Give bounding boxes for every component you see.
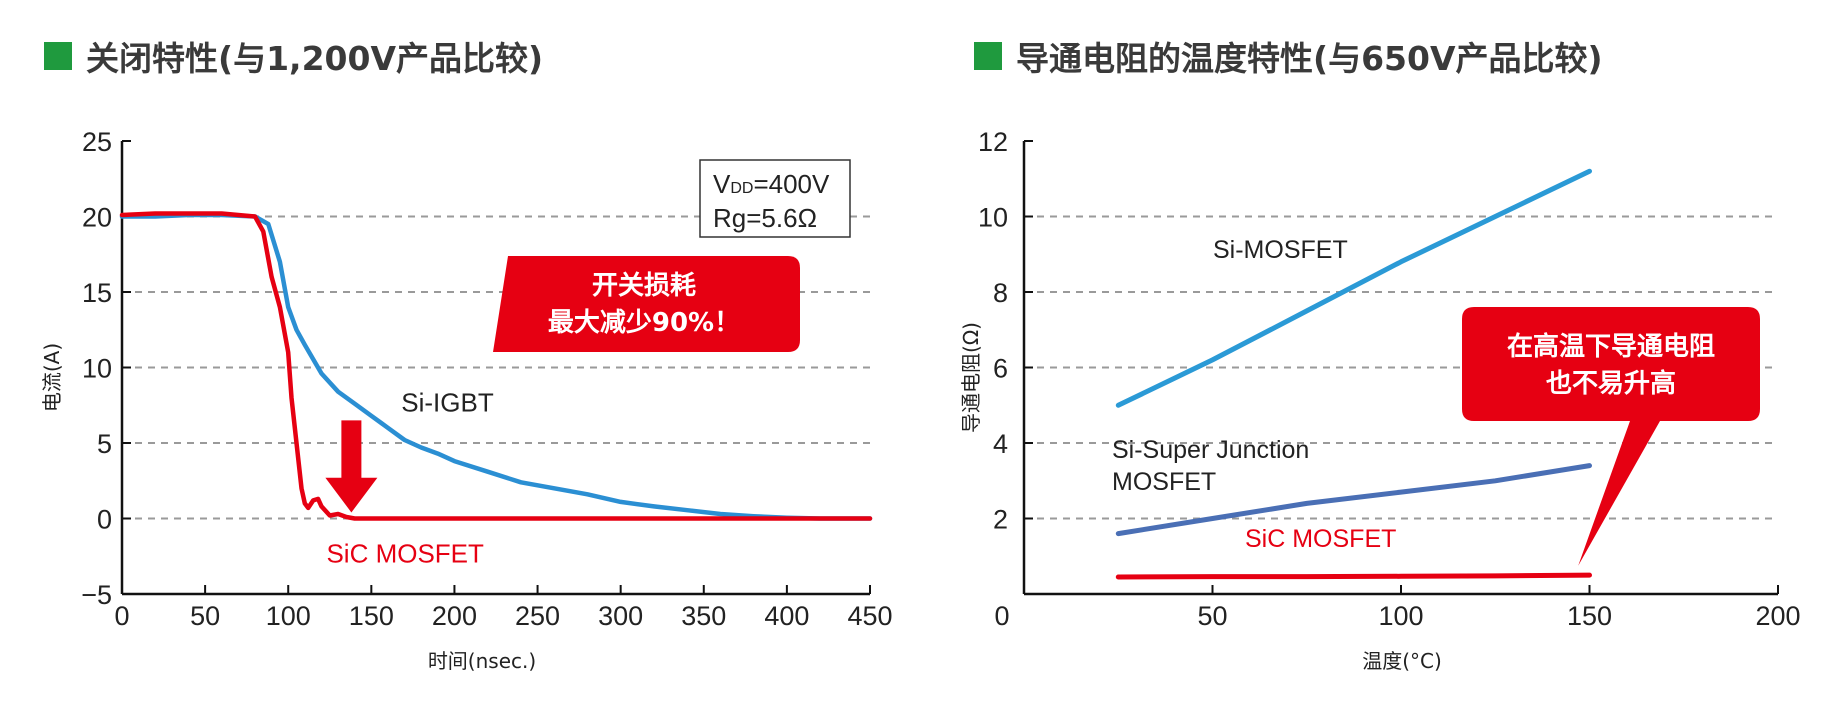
x-tick-label: 50 <box>190 601 220 631</box>
x-tick-label: 50 <box>1197 601 1227 631</box>
x-tick-label: 100 <box>1378 601 1423 631</box>
callout-line-1: 在高温下导通电阻 <box>1507 331 1715 362</box>
y-tick-label: 25 <box>82 127 112 157</box>
y-tick-label: 10 <box>978 203 1008 233</box>
x-axis-title: 温度(°C) <box>1362 649 1442 673</box>
x-tick-label: 200 <box>432 601 477 631</box>
y-tick-label: 10 <box>82 354 112 384</box>
series-label-sj-line2: MOSFET <box>1112 468 1216 496</box>
x-tick-label: 150 <box>1567 601 1612 631</box>
x-axis-title: 时间(nsec.) <box>428 649 536 673</box>
y-tick-label: 2 <box>993 505 1008 535</box>
y-tick-label: 6 <box>993 354 1008 384</box>
y-tick-label: 20 <box>82 203 112 233</box>
y-tick-label: 8 <box>993 278 1008 308</box>
series-label-si-igbt: Si-IGBT <box>401 387 494 417</box>
x-tick-label: 0 <box>114 601 129 631</box>
conditions-box <box>699 159 851 238</box>
y-tick-label: 12 <box>978 127 1008 157</box>
x-tick-label: 150 <box>349 601 394 631</box>
green-square-icon <box>44 42 72 70</box>
series-label-sic-mosfet: SiC MOSFET <box>326 538 484 568</box>
callout-line-2: 也不易升高 <box>1546 368 1676 399</box>
series-line-sic-mosfet <box>119 211 873 521</box>
y-tick-label: 5 <box>97 429 112 459</box>
y-tick-label: −5 <box>81 580 112 610</box>
x-tick-label: 100 <box>266 601 311 631</box>
x-tick-label: 200 <box>1755 601 1800 631</box>
chart1-title: 关闭特性(与1,200V产品比较) <box>44 32 543 80</box>
callout-line-1: 开关损耗 <box>592 271 696 301</box>
x-tick-label: 300 <box>598 601 643 631</box>
green-square-icon <box>974 42 1002 70</box>
conditions-rg: Rg=5.6Ω <box>713 203 817 233</box>
y-tick-label: 15 <box>82 278 112 308</box>
y-tick-label: 4 <box>993 429 1008 459</box>
x-tick-label: 450 <box>847 601 892 631</box>
series-line-si-super-junction-mosfet <box>1115 463 1592 537</box>
series-line-si-mosfet <box>1115 168 1592 408</box>
callout-high-temp <box>1462 307 1760 566</box>
series-label-si-mosfet: Si-MOSFET <box>1213 236 1348 264</box>
chart2-title-text: 导通电阻的温度特性(与650V产品比较) <box>1016 39 1603 78</box>
x-tick-label: 250 <box>515 601 560 631</box>
chart1-title-text: 关闭特性(与1,200V产品比较) <box>86 39 544 78</box>
series-label-sic-mosfet: SiC MOSFET <box>1245 525 1396 553</box>
conditions-vdd: VDD=400V <box>713 169 830 199</box>
series-line-si-igbt <box>119 212 873 521</box>
callout-switching-loss <box>493 256 800 352</box>
callout-line-2: 最大减少90%！ <box>548 308 740 338</box>
x-tick-label: 0 <box>994 601 1009 631</box>
down-arrow-icon <box>325 420 378 513</box>
chart2-title: 导通电阻的温度特性(与650V产品比较) <box>974 32 1603 80</box>
series-label-sj-line1: Si-Super Junction <box>1112 436 1309 464</box>
y-axis-title: 电流(A) <box>40 343 64 412</box>
y-tick-label: 0 <box>97 505 112 535</box>
x-tick-label: 400 <box>764 601 809 631</box>
y-axis-title: 导通电阻(Ω) <box>959 322 983 433</box>
series-line-sic-mosfet <box>1115 572 1592 580</box>
x-tick-label: 350 <box>681 601 726 631</box>
